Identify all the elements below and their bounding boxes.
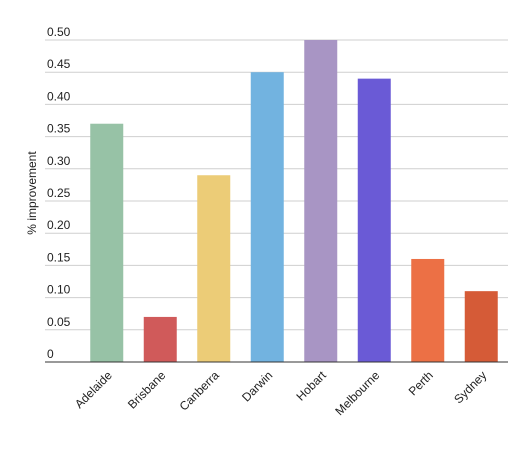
x-tick-label: Adelaide [72, 368, 115, 411]
y-tick-label: 0.40 [47, 89, 71, 103]
x-tick-label: Perth [406, 368, 436, 398]
x-tick-label: Canberra [177, 368, 223, 414]
bar-darwin [250, 72, 284, 362]
y-tick-label: 0.35 [47, 122, 71, 136]
y-tick-label: 0.50 [47, 25, 71, 39]
x-tick-label: Sydney [451, 368, 489, 406]
y-tick-label: 0.10 [47, 283, 71, 297]
x-tick-label: Brisbane [125, 368, 169, 412]
y-tick-label: 0.20 [47, 218, 71, 232]
bar-perth [411, 258, 445, 362]
y-tick-label: 0.45 [47, 57, 71, 71]
x-tick-label: Hobart [293, 368, 329, 404]
y-tick-label: 0 [47, 347, 54, 361]
x-tick-label: Darwin [239, 368, 275, 404]
y-tick-label: 0.15 [47, 250, 71, 264]
bar-melbourne [357, 78, 391, 362]
y-tick-label: 0.30 [47, 154, 71, 168]
bar-brisbane [143, 316, 177, 362]
bar-canberra [197, 175, 231, 362]
y-tick-label: 0.05 [47, 315, 71, 329]
bar-adelaide [90, 123, 124, 362]
x-axis-ticks: Adelaide Brisbane Canberra Darwin Hobart Melb… [72, 368, 489, 418]
y-axis-ticks: 0 0.05 0.10 0.15 0.20 0.25 0.30 0.35 0.40 0.45 0.5… [47, 25, 71, 361]
bar-hobart [304, 40, 338, 362]
bars [90, 40, 498, 362]
y-axis-title: % improvement [25, 151, 39, 235]
x-tick-label: Melbourne [332, 368, 382, 418]
y-tick-label: 0.25 [47, 186, 71, 200]
bar-sydney [464, 291, 498, 362]
